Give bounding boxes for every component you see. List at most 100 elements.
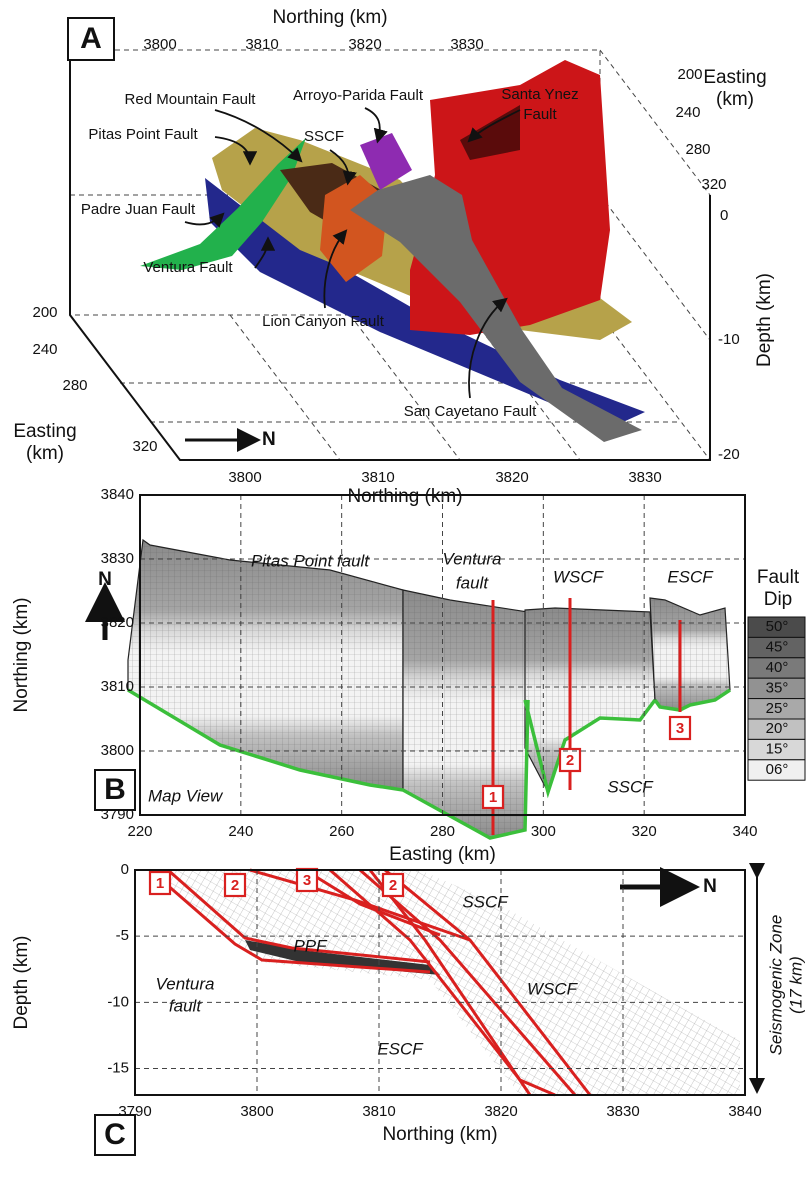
y-tick-label: -5 [116,927,129,944]
tick-label: 3810 [361,469,394,486]
legend: 50°45°40°35°25°20°15°06° [748,617,805,780]
fault-label: Ventura Fault [143,259,233,276]
fault-label: ESCF [377,1039,424,1058]
tick-label: 3800 [228,469,261,486]
fault-label: fault [169,996,202,1015]
fault-label: SSCF [304,128,344,145]
x-tick-label: 320 [632,823,657,840]
fault-label: Red Mountain Fault [125,91,257,108]
legend-label: 25° [766,700,789,717]
figure: A Northing (km) 3800 3810 3820 3830 East… [0,0,807,1189]
fault-label: Padre Juan Fault [81,201,196,218]
zone-label: Seismogenic Zone [766,915,785,1056]
tick-label: -10 [718,331,740,348]
legend-title: Dip [764,589,793,610]
profile-marker-label: 3 [303,872,311,889]
tick-label: 3800 [143,36,176,53]
x-tick-label: 3790 [118,1103,151,1120]
fault-label: Pitas Point fault [251,551,370,570]
profile-marker-label: 2 [231,877,239,894]
panel-a: A Northing (km) 3800 3810 3820 3830 East… [13,7,775,507]
x-tick-label: 260 [329,823,354,840]
y-tick-label: 3810 [101,678,134,695]
axis-title: (km) [26,443,64,464]
tick-label: 200 [677,66,702,83]
tick-label: 0 [720,207,728,224]
legend-title: Fault [757,567,800,588]
x-tick-label: 3830 [606,1103,639,1120]
view-label: Map View [148,786,224,805]
tick-label: 280 [685,141,710,158]
axis-title: (km) [716,89,754,110]
y-tick-label: 3840 [101,486,134,503]
tick-label: 3820 [495,469,528,486]
x-tick-label: 3810 [362,1103,395,1120]
y-tick-label: 3820 [101,614,134,631]
page: { "panel_a": { "label": "A", "top_axis_t… [0,0,807,1189]
north-label: N [98,569,112,590]
y-tick-label: 3790 [101,806,134,823]
profile-marker-label: 2 [566,752,574,769]
profile-marker-label: 1 [156,875,164,892]
fault-label: San Cayetano Fault [404,403,537,420]
legend-label: 15° [766,741,789,758]
x-tick-label: 220 [127,823,152,840]
x-tick-label: 3840 [728,1103,761,1120]
x-tick-label: 300 [531,823,556,840]
fault-label: Lion Canyon Fault [262,313,385,330]
tick-label: -20 [718,446,740,463]
axis-title: Northing (km) [272,7,387,28]
north-label: N [703,876,717,897]
tick-label: 200 [32,304,57,321]
x-tick-label: 3800 [240,1103,273,1120]
x-tick-label: 240 [228,823,253,840]
tick-label: 3810 [245,36,278,53]
y-tick-label: 0 [121,861,129,878]
legend-label: 45° [766,639,789,656]
tick-label: 280 [62,377,87,394]
profile-marker-label: 3 [676,720,684,737]
x-tick-label: 3820 [484,1103,517,1120]
tick-label: 240 [32,341,57,358]
fault-label: fault [456,573,489,592]
panel-b: Northing (km) N B Map View Pitas Point f… [11,486,805,865]
axis-title: Depth (km) [754,273,775,367]
legend-label: 20° [766,720,789,737]
tick-label: 320 [701,176,726,193]
fault-label: Arroyo-Parida Fault [293,87,424,104]
x-tick-label: 340 [732,823,757,840]
tick-label: 3830 [628,469,661,486]
axis-title: Easting [13,421,76,442]
y-tick-label: -10 [107,993,129,1010]
tick-label: 240 [675,104,700,121]
fault-label: SSCF [607,777,654,796]
panel-label: B [104,773,126,806]
x-axis-title: Easting (km) [389,844,496,865]
fault-label: PPF [293,936,328,955]
panel-label: A [80,22,102,55]
axis-title: Easting [703,67,766,88]
legend-label: 50° [766,618,789,635]
tick-label: 3820 [348,36,381,53]
north-label: N [262,429,276,450]
fault-label: Ventura [156,974,215,993]
profile-marker-label: 1 [489,789,497,806]
panel-label: C [104,1118,126,1151]
y-axis-title: Depth (km) [11,936,32,1030]
fault-label: WSCF [527,979,579,998]
y-tick-label: 3830 [101,550,134,567]
tick-label: 3830 [450,36,483,53]
fault-label: ESCF [667,567,714,586]
y-tick-label: -15 [107,1059,129,1076]
axis-title: Northing (km) [347,486,462,507]
fault-label: WSCF [553,567,605,586]
legend-label: 40° [766,659,789,676]
profile-marker-label: 2 [389,877,397,894]
fault-label: SSCF [462,892,509,911]
fault-label: Pitas Point Fault [88,126,198,143]
y-tick-label: 3800 [101,742,134,759]
y-axis-title: Northing (km) [11,597,32,712]
fault-label: Fault [523,106,557,123]
panel-c: Depth (km) N C PPF SSCF WSCF Ventura fau… [11,861,805,1155]
fault-label: Santa Ynez [501,86,578,103]
